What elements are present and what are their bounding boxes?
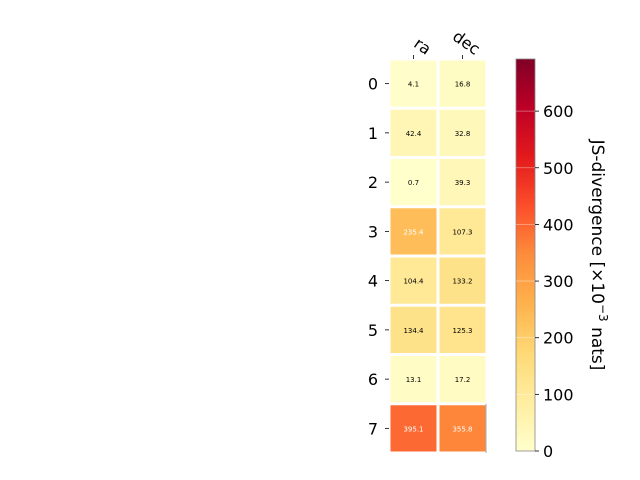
y-tick-label: 1 <box>368 124 378 143</box>
cell-value-label: 17.2 <box>455 376 471 384</box>
cell-value-label: 39.3 <box>455 179 471 187</box>
heatmap-cell <box>439 306 486 353</box>
colorbar-tick-label: 600 <box>543 102 574 121</box>
y-axis-ticks: 0 1 2 3 4 5 6 7 <box>368 75 389 438</box>
y-tick-label: 4 <box>368 272 378 291</box>
heatmap-cell <box>439 257 486 304</box>
cell-value-label: 395.1 <box>403 425 423 433</box>
heatmap-cells <box>390 60 487 453</box>
colorbar: 0 100 200 300 400 500 600 JS-divergence [×10−3… <box>515 58 610 461</box>
heatmap-cell <box>439 208 486 255</box>
heatmap-cell <box>439 356 486 403</box>
heatmap-cell <box>390 306 437 353</box>
cell-value-label: 107.3 <box>452 228 472 236</box>
colorbar-label: JS-divergence [×10−3 nats] <box>587 139 610 371</box>
cell-value-label: 13.1 <box>406 376 422 384</box>
y-tick-label: 2 <box>368 173 378 192</box>
heatmap-cell <box>390 405 437 452</box>
y-tick-label: 5 <box>368 321 378 340</box>
heatmap-cell <box>390 159 437 206</box>
cell-value-label: 134.4 <box>403 327 424 335</box>
heatmap-cell <box>390 60 437 107</box>
heatmap-cell <box>390 356 437 403</box>
x-axis-ticks: ra dec <box>410 27 484 59</box>
colorbar-tick-label: 400 <box>543 215 574 234</box>
cell-value-label: 355.8 <box>452 425 472 433</box>
cell-value-label: 104.4 <box>403 278 424 286</box>
cell-value-label: 4.1 <box>408 81 419 89</box>
heatmap-cell <box>439 109 486 156</box>
y-tick-label: 0 <box>368 75 378 94</box>
x-tick-label: dec <box>449 27 483 59</box>
cell-value-label: 16.8 <box>455 81 471 89</box>
y-tick-label: 3 <box>368 222 378 241</box>
cell-value-label: 125.3 <box>452 327 472 335</box>
heatmap-cell <box>439 405 486 452</box>
colorbar-tick-label: 100 <box>543 385 574 404</box>
cell-value-label: 0.7 <box>408 179 419 187</box>
cell-value-label: 42.4 <box>406 130 422 138</box>
y-tick-label: 7 <box>368 419 378 438</box>
colorbar-gradient <box>515 58 536 452</box>
cell-value-label: 235.4 <box>403 228 424 236</box>
colorbar-ticks: 0 100 200 300 400 500 600 <box>535 102 574 461</box>
colorbar-tick-label: 0 <box>543 442 553 461</box>
cell-value-label: 32.8 <box>455 130 471 138</box>
y-tick-label: 6 <box>368 370 378 389</box>
heatmap-cell <box>439 60 486 107</box>
heatmap-cell <box>390 208 437 255</box>
heatmap-cell <box>390 257 437 304</box>
heatmap-cell <box>439 159 486 206</box>
heatmap-cell-labels: 4.1 16.8 42.4 32.8 0.7 39.3 235.4 107.3 104.4 133… <box>403 81 472 434</box>
heatmap-cell <box>390 109 437 156</box>
x-tick-label: ra <box>410 34 434 59</box>
colorbar-tick-label: 500 <box>543 159 574 178</box>
cell-value-label: 133.2 <box>452 278 472 286</box>
colorbar-tick-label: 300 <box>543 272 574 291</box>
colorbar-tick-label: 200 <box>543 329 574 348</box>
